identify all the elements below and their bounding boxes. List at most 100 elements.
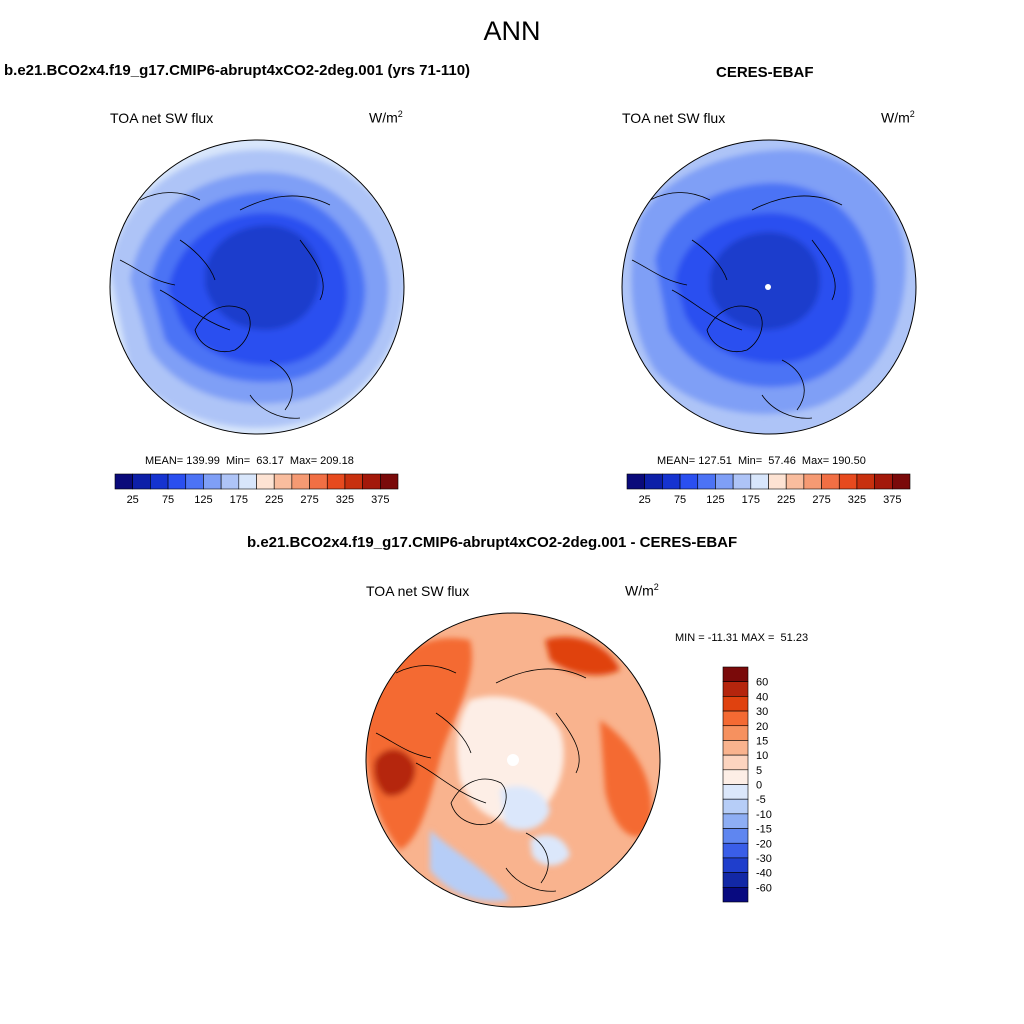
obs-colorbar-box bbox=[821, 473, 840, 490]
diff-pole-marker bbox=[507, 754, 519, 766]
diff-colorbar-box bbox=[722, 828, 749, 844]
obs-colorbar-tick-label: 75 bbox=[674, 494, 686, 506]
obs-units-label: W/m2 bbox=[881, 109, 915, 126]
diff-colorbar-box bbox=[722, 798, 749, 815]
obs-colorbar-box bbox=[732, 473, 752, 490]
obs-polar-map bbox=[622, 140, 916, 434]
obs-colorbar-tick-label: 175 bbox=[742, 494, 760, 506]
diff-colorbar-tick-label: 5 bbox=[756, 765, 762, 777]
model-colorbar-box bbox=[256, 473, 275, 490]
obs-panel-title: CERES-EBAF bbox=[716, 64, 814, 81]
diff-colorbar-tick-label: 40 bbox=[756, 691, 768, 703]
diff-colorbar-box bbox=[722, 857, 749, 873]
model-colorbar-box bbox=[167, 473, 187, 490]
obs-colorbar-tick-label: 25 bbox=[639, 494, 651, 506]
diff-colorbar-box bbox=[722, 842, 749, 859]
diff-colorbar-box bbox=[722, 681, 749, 697]
obs-pole-marker bbox=[765, 284, 771, 290]
obs-colorbar-tick-label: 275 bbox=[812, 494, 830, 506]
model-variable-label: TOA net SW flux bbox=[110, 110, 214, 126]
obs-colorbar-box bbox=[874, 473, 893, 490]
model-colorbar-box bbox=[291, 473, 310, 490]
obs-colorbar-box bbox=[785, 473, 805, 490]
diff-colorbar-box bbox=[722, 872, 749, 888]
diff-colorbar-box bbox=[722, 725, 749, 741]
model-colorbar-box bbox=[238, 473, 257, 490]
model-colorbar-tick-label: 25 bbox=[127, 494, 139, 506]
model-panel-title: b.e21.BCO2x4.f19_g17.CMIP6-abrupt4xCO2-2… bbox=[4, 62, 471, 79]
obs-colorbar-box bbox=[644, 473, 663, 490]
obs-colorbar-box bbox=[838, 473, 858, 490]
diff-colorbar-box bbox=[722, 740, 749, 756]
obs-colorbar-box bbox=[750, 473, 769, 490]
model-colorbar-tick-label: 175 bbox=[230, 494, 248, 506]
model-stats: MEAN= 139.99 Min= 63.17 Max= 209.18 bbox=[145, 455, 354, 467]
obs-colorbar-box bbox=[697, 473, 716, 490]
model-units-label: W/m2 bbox=[369, 109, 403, 126]
obs-colorbar-box bbox=[662, 473, 681, 490]
diff-colorbar-tick-label: 30 bbox=[756, 706, 768, 718]
diff-colorbar-box bbox=[722, 769, 749, 785]
diff-colorbar-tick-label: 15 bbox=[756, 735, 768, 747]
model-colorbar-box bbox=[309, 473, 328, 490]
model-colorbar-box bbox=[380, 473, 399, 490]
diff-colorbar-box bbox=[722, 696, 749, 712]
diff-colorbar-tick-label: -30 bbox=[756, 853, 772, 865]
obs-colorbar-box bbox=[892, 473, 911, 490]
diff-colorbar-box bbox=[722, 666, 749, 682]
model-colorbar-tick-label: 325 bbox=[336, 494, 354, 506]
diff-colorbar-tick-label: -5 bbox=[756, 794, 766, 806]
model-map-border bbox=[109, 139, 405, 435]
model-colorbar-box bbox=[150, 473, 169, 490]
model-colorbar-tick-label: 375 bbox=[371, 494, 389, 506]
model-colorbar-box bbox=[185, 473, 204, 490]
diff-colorbar-tick-label: 20 bbox=[756, 721, 768, 733]
diff-stats: MIN = -11.31 MAX = 51.23 bbox=[675, 632, 809, 644]
obs-colorbar-tick-label: 325 bbox=[848, 494, 866, 506]
obs-colorbar-box bbox=[715, 473, 734, 490]
model-colorbar-box bbox=[132, 473, 151, 490]
diff-units-label: W/m2 bbox=[625, 582, 659, 599]
obs-colorbar-box bbox=[626, 473, 645, 490]
diff-polar-map bbox=[366, 613, 660, 907]
diff-colorbar-box bbox=[722, 784, 749, 800]
obs-colorbar: 25 75 125 175 225 275 325 375 bbox=[626, 473, 911, 506]
diff-colorbar-tick-label: 60 bbox=[756, 677, 768, 689]
obs-colorbar-box bbox=[803, 473, 822, 490]
model-colorbar-box bbox=[326, 473, 346, 490]
obs-colorbar-tick-label: 375 bbox=[883, 494, 901, 506]
obs-map-border bbox=[621, 139, 917, 435]
model-colorbar-box bbox=[273, 473, 293, 490]
obs-variable-label: TOA net SW flux bbox=[622, 110, 726, 126]
model-colorbar-box bbox=[362, 473, 381, 490]
diff-colorbar-box bbox=[722, 813, 749, 829]
diff-colorbar-tick-label: -40 bbox=[756, 868, 772, 880]
obs-colorbar-box bbox=[768, 473, 787, 490]
diff-colorbar-box bbox=[722, 710, 749, 727]
diff-colorbar-box bbox=[722, 887, 749, 903]
model-colorbar-box bbox=[220, 473, 240, 490]
model-colorbar-box bbox=[344, 473, 363, 490]
diff-colorbar-tick-label: -15 bbox=[756, 824, 772, 836]
diff-panel-title: b.e21.BCO2x4.f19_g17.CMIP6-abrupt4xCO2-2… bbox=[247, 534, 738, 551]
diff-colorbar-tick-label: -60 bbox=[756, 882, 772, 894]
model-colorbar-tick-label: 125 bbox=[194, 494, 212, 506]
model-colorbar-tick-label: 225 bbox=[265, 494, 283, 506]
diff-colorbar-tick-label: 0 bbox=[756, 780, 762, 792]
obs-colorbar-box bbox=[856, 473, 875, 490]
obs-colorbar-box bbox=[679, 473, 699, 490]
model-colorbar-tick-label: 275 bbox=[300, 494, 318, 506]
diff-colorbar-tick-label: -10 bbox=[756, 809, 772, 821]
model-polar-map bbox=[110, 140, 404, 434]
diff-colorbar-tick-label: -20 bbox=[756, 838, 772, 850]
obs-colorbar-tick-label: 125 bbox=[706, 494, 724, 506]
diff-colorbar-box bbox=[722, 754, 749, 771]
model-colorbar-box bbox=[114, 473, 133, 490]
diff-variable-label: TOA net SW flux bbox=[366, 583, 470, 599]
diff-colorbar-tick-label: 10 bbox=[756, 750, 768, 762]
model-colorbar-box bbox=[203, 473, 222, 490]
model-colorbar-tick-label: 75 bbox=[162, 494, 174, 506]
diff-colorbar: 60 40 30 20 15 10 5 0 -5 -10 -15 -20 -30 -40 -60 bbox=[722, 666, 772, 903]
figure-title: ANN bbox=[483, 16, 541, 46]
